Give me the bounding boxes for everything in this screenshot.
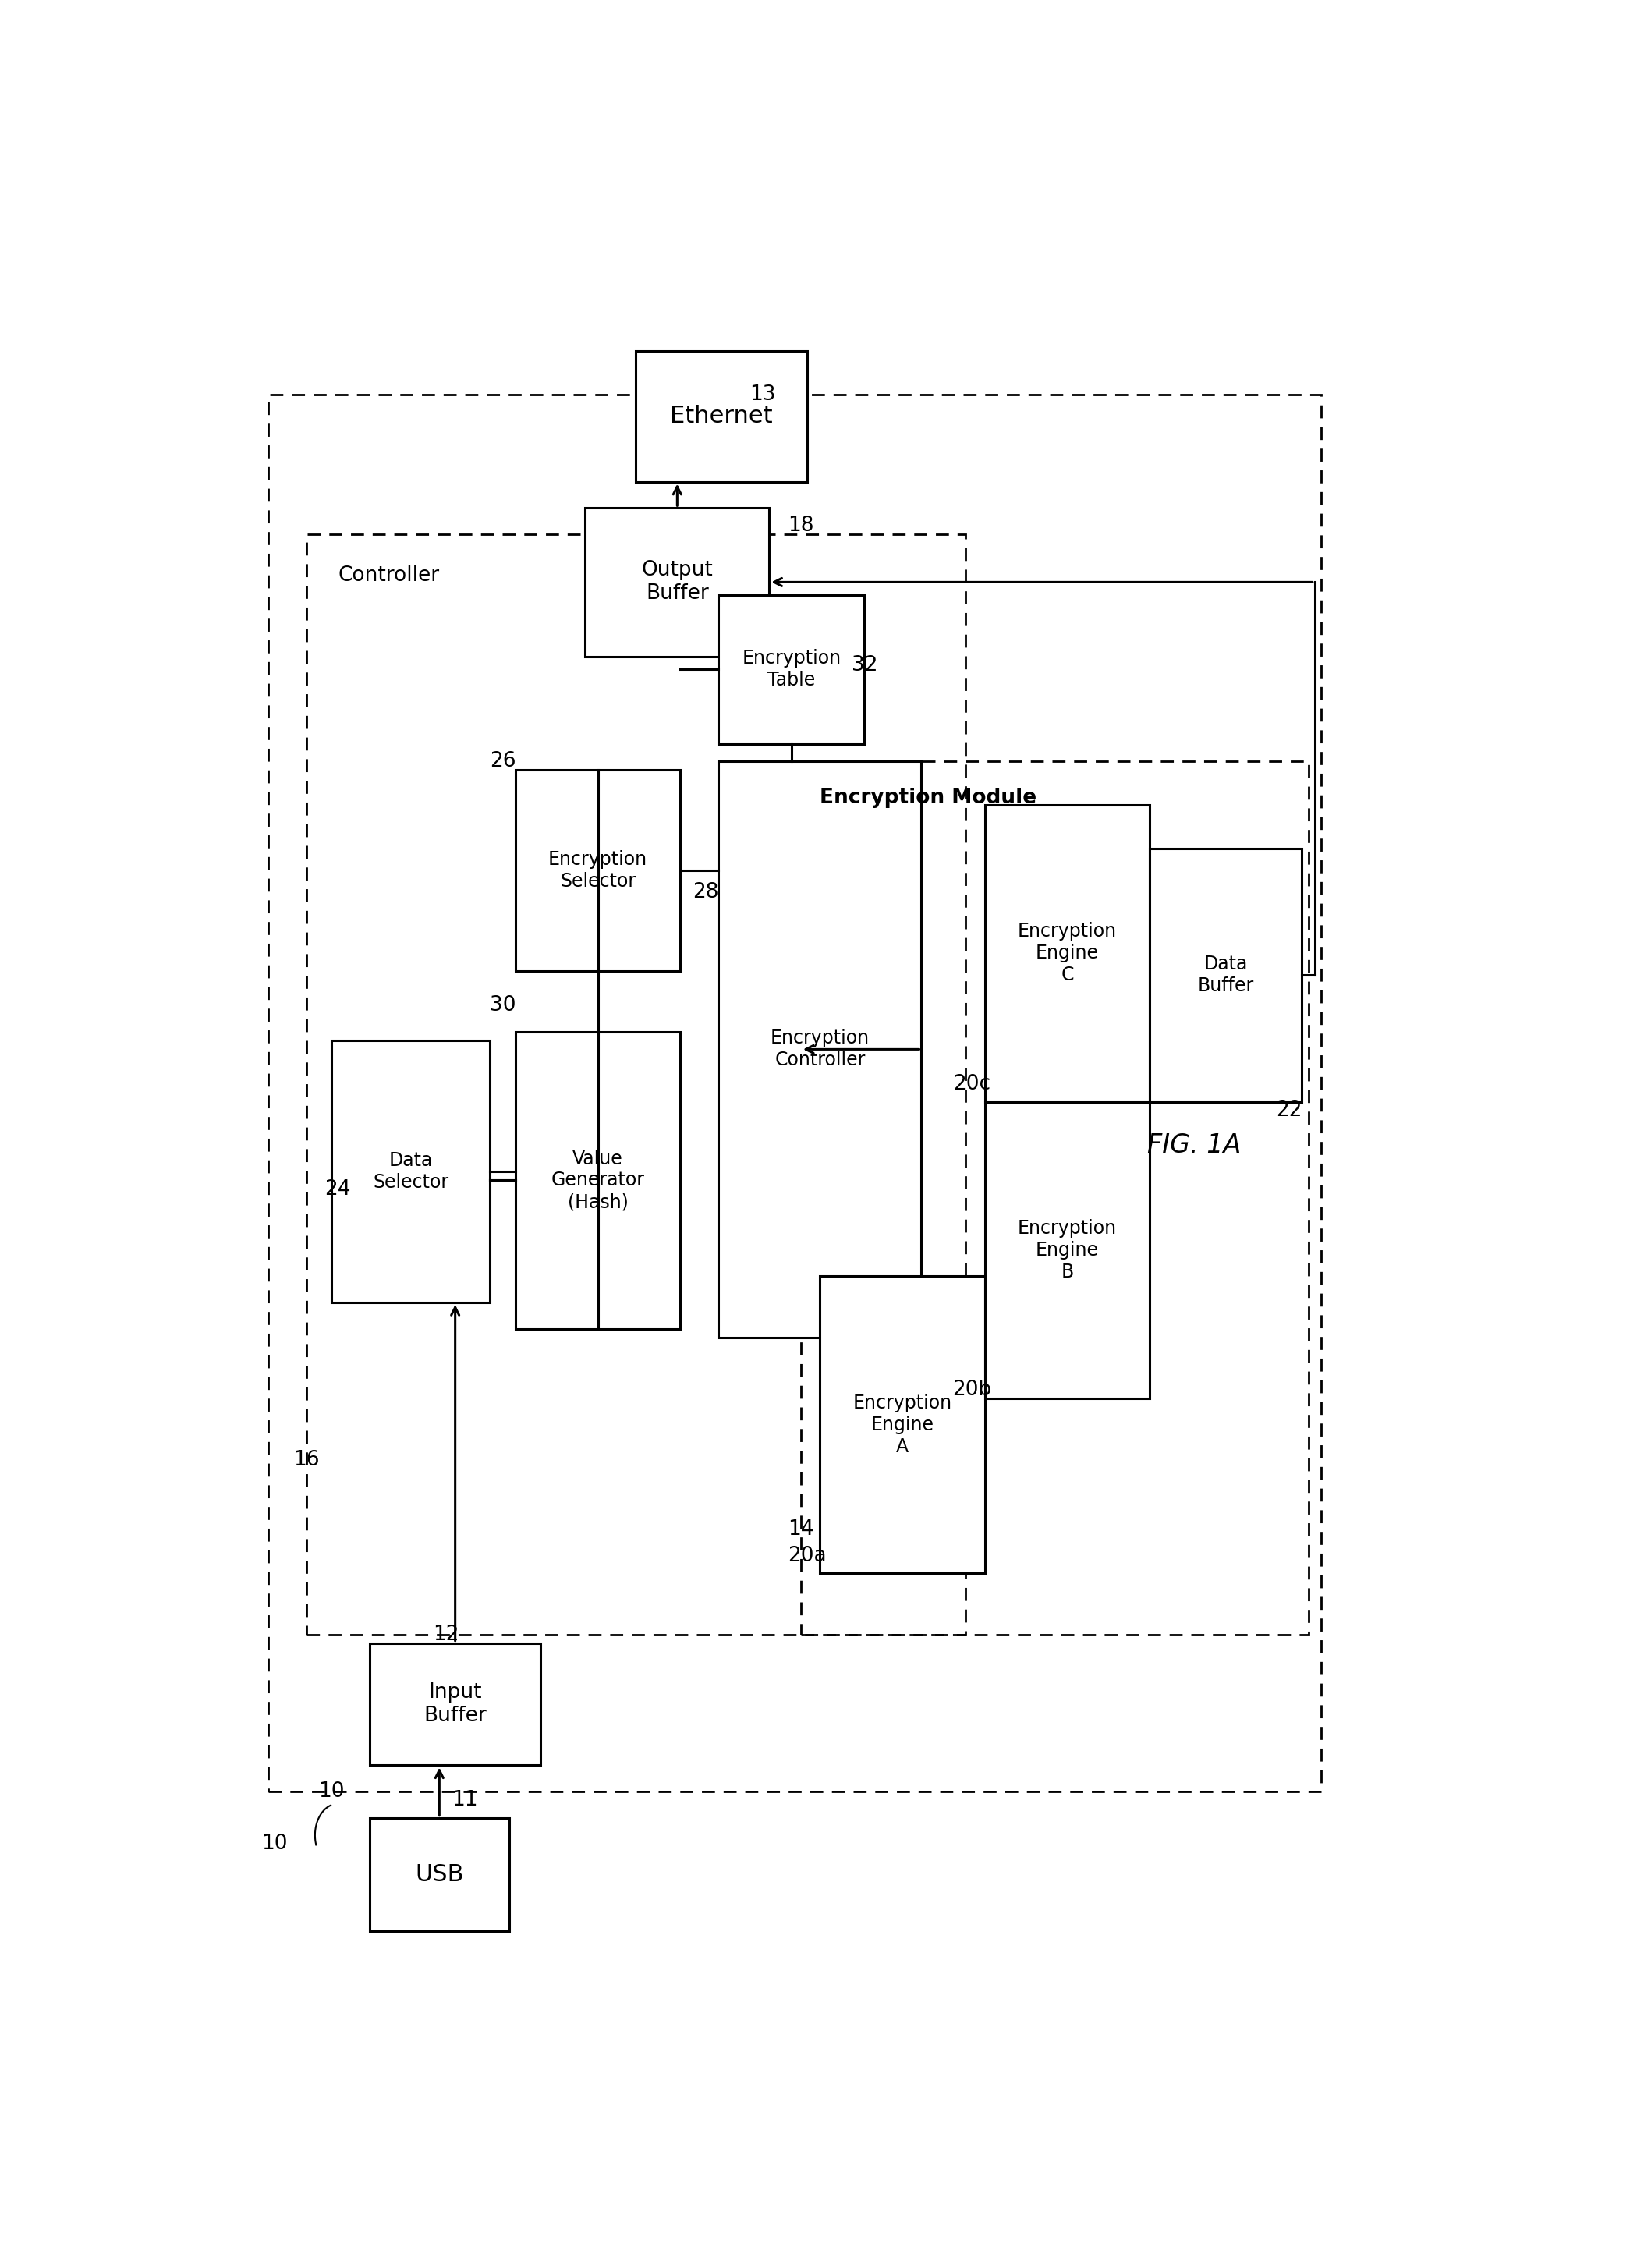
Text: 13: 13 [750,383,776,404]
Text: Input
Buffer: Input Buffer [424,1683,486,1726]
Bar [719,594,864,744]
Text: Encryption
Table: Encryption Table [742,649,841,689]
Bar [985,1102,1149,1399]
Bar [719,762,922,1338]
Text: 26: 26 [489,751,516,771]
Text: USB: USB [414,1862,463,1885]
Text: Ethernet: Ethernet [670,406,773,429]
Bar [985,805,1149,1102]
Text: FIG. 1A: FIG. 1A [1148,1132,1241,1159]
Text: 11: 11 [452,1789,478,1810]
Text: 22: 22 [1277,1100,1303,1120]
Text: Encryption
Engine
C: Encryption Engine C [1018,923,1116,984]
Text: Value
Generator
(Hash): Value Generator (Hash) [552,1150,645,1211]
Text: 30: 30 [489,996,516,1016]
Text: 32: 32 [851,655,877,676]
Bar [800,762,1308,1635]
Bar [268,395,1321,1792]
Text: Encryption
Engine
B: Encryption Engine B [1018,1220,1116,1281]
Text: Encryption
Controller: Encryption Controller [771,1030,869,1070]
Bar [331,1041,489,1302]
Text: 10: 10 [262,1835,288,1853]
Bar [370,1642,540,1765]
Bar [1149,848,1301,1102]
Text: Data
Selector: Data Selector [373,1152,449,1191]
Text: 18: 18 [787,515,814,535]
Text: 24: 24 [324,1179,350,1200]
Text: 12: 12 [432,1624,458,1644]
Text: 28: 28 [692,882,719,903]
Bar [820,1277,985,1574]
Text: 20a: 20a [787,1545,827,1565]
Bar [306,535,966,1635]
Bar [370,1817,509,1932]
Text: 14: 14 [787,1520,814,1540]
Text: 20c: 20c [953,1075,990,1095]
Bar [516,1032,681,1329]
Text: Encryption
Engine
A: Encryption Engine A [853,1395,953,1456]
Text: Data
Buffer: Data Buffer [1198,955,1254,996]
Bar [516,769,681,971]
Bar [635,352,807,481]
Text: Output
Buffer: Output Buffer [642,560,714,603]
Text: 20b: 20b [953,1379,992,1399]
Text: 16: 16 [293,1449,319,1470]
Text: Encryption Module: Encryption Module [820,787,1036,807]
Bar [586,508,769,655]
Text: 10: 10 [319,1780,344,1801]
Text: Encryption
Selector: Encryption Selector [548,850,648,891]
Text: Controller: Controller [337,565,439,585]
